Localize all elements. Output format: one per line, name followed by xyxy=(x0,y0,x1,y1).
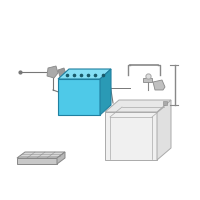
Polygon shape xyxy=(47,66,58,78)
Polygon shape xyxy=(17,158,57,164)
Polygon shape xyxy=(157,100,171,160)
Polygon shape xyxy=(105,100,171,112)
Polygon shape xyxy=(57,152,65,164)
Polygon shape xyxy=(58,69,111,79)
Polygon shape xyxy=(143,78,152,82)
Polygon shape xyxy=(58,68,66,77)
Polygon shape xyxy=(58,79,100,115)
Polygon shape xyxy=(100,69,111,115)
Polygon shape xyxy=(17,152,65,158)
Polygon shape xyxy=(105,112,157,160)
Polygon shape xyxy=(153,80,165,90)
